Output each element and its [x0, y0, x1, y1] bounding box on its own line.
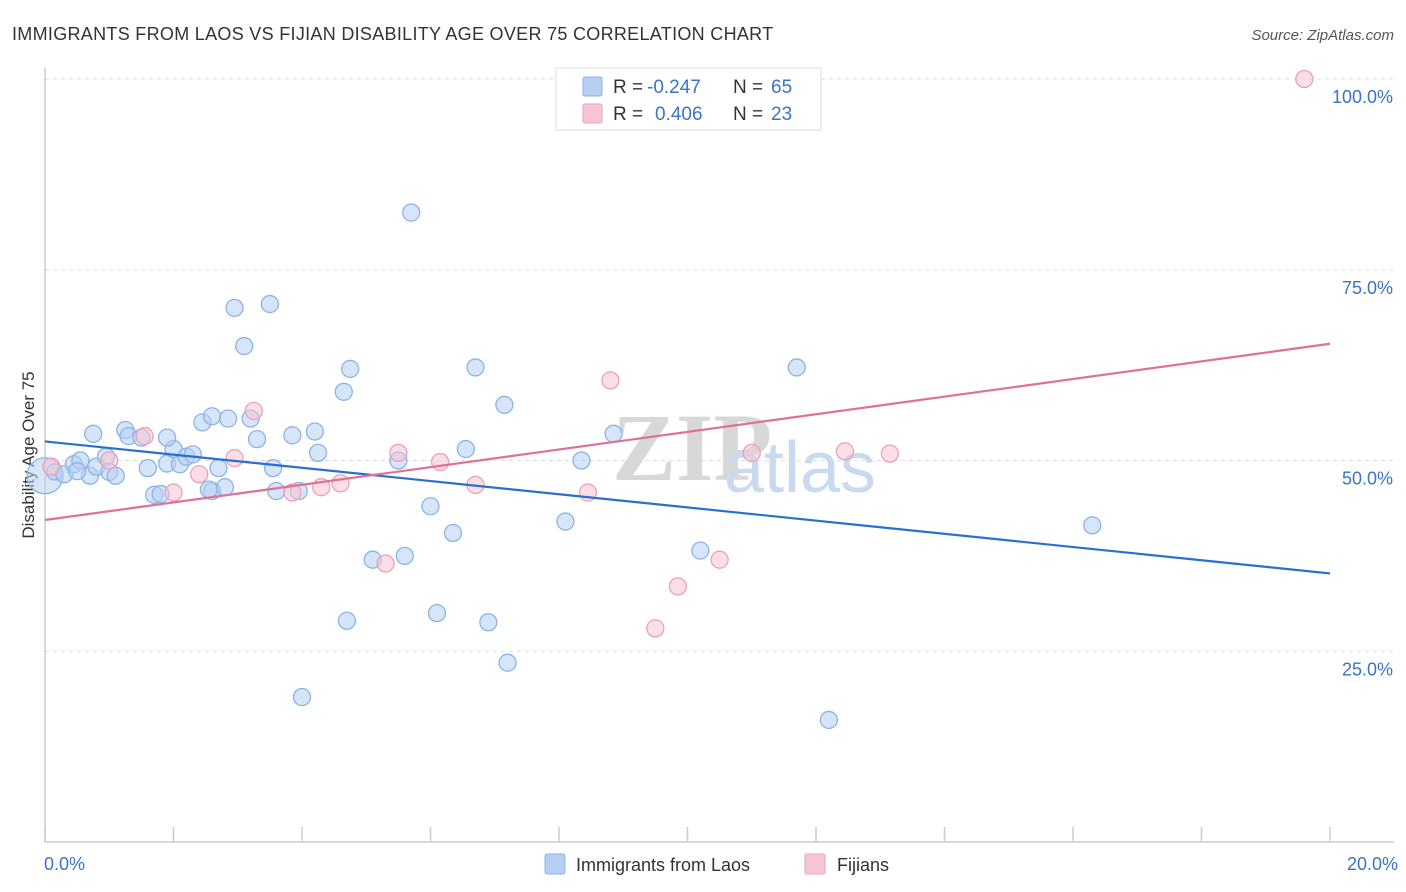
laos-point-20	[183, 445, 202, 464]
y-tick-label-100: 100.0%	[1332, 87, 1393, 107]
fijian-point-22	[1295, 69, 1314, 89]
axes	[44, 68, 1394, 843]
legend-r-value-fijians: 0.406	[655, 104, 703, 125]
laos-point-44	[421, 497, 440, 516]
legend-swatch-fijians	[582, 103, 603, 124]
laos-point-31	[260, 294, 280, 314]
laos-point-58	[787, 358, 806, 377]
fijian-point-17	[668, 577, 688, 596]
laos-point-48	[466, 358, 485, 377]
y-tick-label-50: 50.0%	[1342, 469, 1393, 489]
fijian-point-11	[389, 443, 408, 463]
fijian-point-3	[164, 483, 183, 502]
fijian-point-0	[42, 457, 61, 476]
fijian-point-16	[646, 619, 665, 638]
laos-point-39	[341, 359, 360, 379]
laos-point-55	[572, 451, 591, 470]
laos-point-49	[479, 613, 498, 632]
bottom-legend-swatch-fijians	[804, 853, 826, 875]
trendline-laos	[44, 440, 1331, 575]
laos-point-63	[199, 480, 218, 499]
laos-point-27	[225, 298, 244, 318]
fijian-point-7	[283, 483, 302, 502]
legend-n-value-fijians: 23	[771, 104, 792, 125]
trendlines	[44, 342, 1331, 575]
laos-point-23	[202, 407, 222, 426]
top-legend: R = -0.247 N = 65 R = 0.406 N = 23	[555, 67, 822, 131]
laos-point-24	[209, 458, 228, 478]
bottom-legend-label-laos: Immigrants from Laos	[576, 855, 750, 875]
laos-point-43	[402, 203, 421, 222]
legend-r-value-laos: -0.247	[647, 77, 701, 98]
laos-point-53	[337, 611, 357, 630]
x-tick-label-max: 20.0%	[1347, 854, 1398, 874]
laos-point-26	[218, 409, 238, 428]
legend-n-label-fijians: N =	[733, 104, 763, 125]
laos-point-50	[495, 395, 514, 414]
laos-point-42	[395, 546, 414, 566]
fijian-point-19	[742, 443, 761, 463]
laos-point-64	[157, 428, 177, 447]
laos-point-47	[456, 439, 475, 459]
laos-point-52	[292, 687, 312, 707]
laos-point-9	[84, 424, 103, 443]
laos-point-38	[334, 382, 353, 401]
series-laos-points	[26, 203, 1102, 730]
fijian-point-21	[880, 444, 900, 463]
y-tick-label-75: 75.0%	[1342, 278, 1393, 298]
fijian-point-6	[244, 401, 263, 421]
laos-point-33	[267, 481, 286, 501]
laos-point-54	[556, 512, 575, 531]
bottom-legend: Immigrants from Laos Fijians	[544, 853, 889, 875]
laos-point-34	[283, 426, 302, 445]
fijian-point-1	[100, 451, 119, 470]
laos-point-62	[67, 462, 87, 481]
legend-swatch-laos	[582, 76, 603, 97]
fijian-point-10	[376, 554, 395, 573]
laos-point-57	[691, 541, 710, 560]
chart-title: IMMIGRANTS FROM LAOS VS FIJIAN DISABILIT…	[12, 24, 773, 44]
laos-point-59	[819, 710, 838, 730]
fijian-point-4	[190, 465, 209, 484]
fijian-point-2	[135, 426, 154, 446]
chart-source: Source: ZipAtlas.com	[1251, 27, 1394, 44]
y-tick-label-25: 25.0%	[1342, 659, 1393, 679]
laos-point-25	[215, 478, 235, 497]
laos-point-32	[263, 458, 283, 478]
fijian-point-15	[601, 371, 620, 390]
laos-point-13	[138, 458, 157, 478]
legend-r-label-fijians: R =	[613, 104, 643, 125]
laos-point-37	[308, 443, 328, 463]
fijian-point-9	[331, 474, 350, 493]
legend-n-value-laos: 65	[771, 77, 792, 98]
laos-point-61	[106, 466, 125, 485]
y-axis-label: Disability Age Over 75	[19, 371, 38, 538]
laos-point-60	[1083, 516, 1102, 535]
legend-n-label-laos: N =	[733, 77, 763, 98]
fijian-point-12	[430, 452, 450, 472]
fijian-point-5	[225, 449, 244, 468]
laos-point-30	[247, 429, 267, 449]
watermark-atlas: atlas	[724, 428, 876, 508]
legend-r-label-laos: R =	[613, 77, 643, 98]
laos-point-56	[604, 424, 623, 443]
fijian-point-18	[710, 550, 729, 569]
y-tick-labels: 25.0% 50.0% 75.0% 100.0%	[1332, 87, 1393, 679]
laos-point-36	[305, 422, 325, 441]
laos-point-46	[443, 523, 463, 543]
series-fijians-points	[42, 69, 1314, 638]
laos-point-45	[427, 603, 447, 623]
trendline-fijians	[44, 342, 1331, 522]
x-tick-label-min: 0.0%	[44, 854, 85, 874]
laos-point-51	[498, 653, 517, 672]
fijian-point-20	[835, 442, 855, 461]
bottom-legend-label-fijians: Fijians	[837, 855, 889, 875]
bottom-legend-swatch-laos	[544, 853, 566, 875]
laos-point-28	[235, 336, 254, 356]
